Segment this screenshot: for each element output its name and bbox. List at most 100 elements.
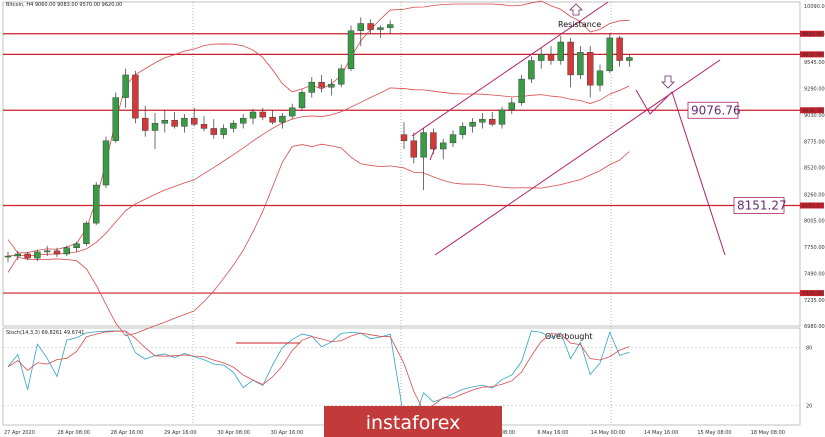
candle-body [141,117,149,131]
bollinger-upper-band [7,0,630,254]
level-axis-tag-label: 9620.00 [802,52,823,58]
watermark-text: instaforex [366,412,461,434]
candle-body [92,184,100,224]
level-label-box [733,197,785,214]
level-axis-tag [800,107,824,114]
candle-body [269,116,276,123]
candle-body [210,128,218,135]
candle-body [24,253,31,259]
time-tick-label: 14 May 00:00 [591,430,625,436]
price-tick-label: 8775.00 [804,139,825,145]
candle-body [53,250,61,255]
time-tick-label: 18 May 08:00 [751,430,785,436]
stochastic-k-line [7,330,630,422]
candle-body [616,37,623,61]
candle-body [298,92,306,109]
price-tick-label: 8260.00 [804,192,825,198]
candle-body [557,41,564,61]
candle-body [420,132,427,158]
candle-body [239,117,247,124]
candle-body [249,111,257,119]
channel-mark [429,144,437,161]
candle-body [318,81,325,88]
price-panel-frame [2,1,801,327]
arrow-up-icon [569,3,583,16]
candle-body [328,83,335,88]
candle-body [4,255,12,258]
candle-body [538,54,545,61]
candle-body [459,126,466,135]
candle-body [489,118,496,125]
price-tick-label: 9545.00 [804,60,825,66]
chart-header: Bitcoin, H4 9060.00 9083.00 9570.00 9620… [6,2,122,8]
candle-body [410,140,417,158]
price-tick-label: 8005.00 [804,219,825,225]
candle-body [259,111,266,118]
price-tick-label: 8520.00 [804,166,825,172]
candle-body [112,97,120,141]
candle-body [338,68,345,85]
candle-body [132,74,139,119]
candle-body [171,120,178,127]
candle-body [347,30,355,69]
level-axis-tag [800,202,824,209]
candle-body [122,74,129,98]
time-tick-label: 29 Apr 16:00 [164,430,197,436]
watermark-banner [324,406,502,437]
time-tick-label: 15 May 08:00 [697,430,731,436]
time-tick-label: 30 Apr 08:00 [217,430,250,436]
price-tick-label: 10090.00 [804,4,825,10]
candle-body [528,60,535,80]
candle-body [626,57,633,61]
time-tick-label: 28 Apr 08:00 [57,430,90,436]
time-tick-label: 30 Apr 16:00 [271,430,304,436]
stochastic-d-line [7,330,630,412]
candle-body [498,109,506,125]
candle-body [181,117,188,127]
candle-body [518,78,525,103]
candle-body [377,27,384,30]
level-axis-tag [800,51,824,58]
price-tick-label: 9290.00 [804,86,825,92]
price-tick-label: 7490.00 [804,272,825,278]
price-tick-label: 7235.00 [804,298,825,304]
level-axis-tag [800,290,824,297]
oscillator-label: Stoch(14,3,3) 69.8261 49.6741 [6,330,84,336]
candle-body [230,123,237,129]
price-tick-label: 6980.00 [804,324,825,330]
level-axis-tag-label: 8151.27 [802,203,823,209]
candle-body [479,118,486,123]
candle-body [577,52,584,76]
level-axis-tag [800,30,824,37]
candle-body [357,23,364,31]
price-tick-label: 9030.00 [804,113,825,119]
bollinger-middle-band [7,85,630,257]
candle-body [367,23,374,30]
candle-body [151,123,159,131]
candle-body [190,117,198,125]
bollinger-lower-band [7,143,630,337]
candle-body [508,102,515,111]
level-label: 9076.76 [691,103,741,117]
candle-body [430,132,437,150]
candle-body [63,247,70,255]
channel-lower-line [434,59,721,256]
candle-body [34,251,41,259]
candle-body [567,41,574,76]
candle-body [596,70,604,86]
oscillator-tick-label: 20 [806,404,812,410]
candle-body [449,134,457,144]
price-tick-label: 7750.00 [804,245,825,251]
overbought-annotation: Overbought [545,332,593,341]
candle-body [102,140,110,186]
candle-body [606,37,613,72]
candle-body [200,124,208,129]
candle-body [289,107,296,117]
candle-body [14,253,22,257]
level-axis-tag-label: 7300.00 [802,291,823,297]
time-tick-label: 27 Apr 2020 [4,430,35,436]
candle-body [469,122,476,127]
candle-body [387,24,394,28]
